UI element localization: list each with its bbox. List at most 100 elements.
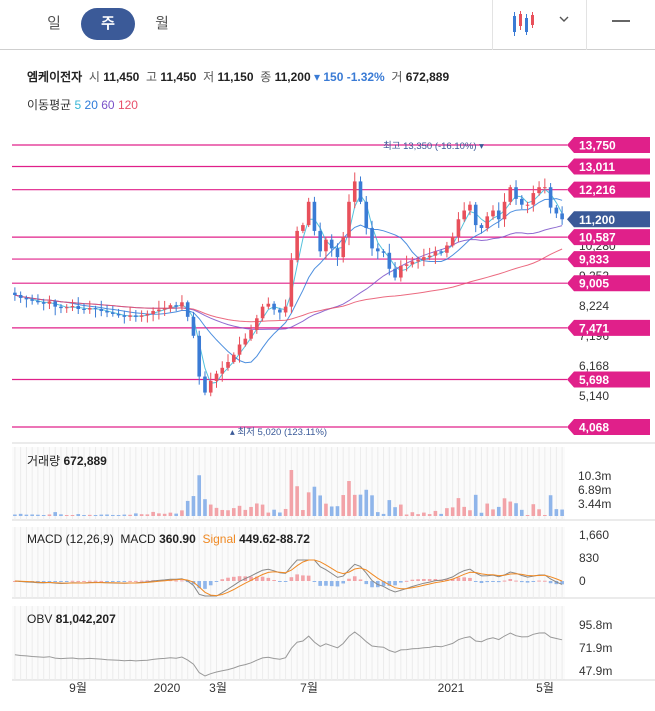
volume-bar [18,513,23,516]
volume-bar [185,500,190,516]
volume-bar [53,512,58,516]
candle-body [226,361,230,368]
volume-bar [427,514,432,516]
macd-histogram-bar [519,581,524,583]
macd-histogram-bar [531,581,536,582]
candle-body [416,260,420,262]
macd-histogram-bar [508,579,513,581]
tab-daily[interactable]: 일 [47,15,61,32]
volume-bar [537,509,541,516]
volume-bar [151,511,155,516]
candle-body [139,315,144,317]
volume-bar [370,495,374,516]
candle-body [278,309,282,313]
candle-body [249,329,253,339]
candle-body [352,181,357,202]
macd-histogram-bar [473,581,478,582]
volume-bar [399,504,403,516]
candle-body [491,210,495,217]
volume-pane-value: 672,889 [63,454,107,468]
macd-histogram-bar [208,581,213,586]
volume-bar [318,495,322,516]
menu-icon [612,20,630,22]
macd-histogram-bar [301,575,305,581]
volume-bar [422,512,426,516]
volume-bar [87,514,92,516]
macd-histogram-bar [237,576,242,581]
tab-monthly[interactable]: 월 [155,15,169,32]
volume-bar [416,514,420,516]
candle-body [260,306,265,319]
macd-histogram-bar [99,580,104,582]
candle-body [30,299,34,301]
macd-histogram-bar [502,580,507,582]
candle-body [387,252,392,269]
volume-bar [174,513,178,516]
candle-body [53,301,58,307]
volume-bar [30,514,34,516]
volume-bar [197,475,202,516]
volume-axis-label: 10.3m [578,469,611,483]
volume-bar [214,507,219,516]
price-tag-label: 13,750 [579,139,616,153]
high-annotation: 최고 13,350 (-16.10%) ▾ [383,141,484,152]
volume-bar [531,504,536,516]
candle-body [70,306,75,308]
candle-body [185,302,190,317]
macd-histogram-bar [358,579,363,581]
macd-histogram-bar [174,580,178,582]
candle-body [479,225,484,229]
candle-body [151,311,155,314]
macd-histogram-bar [416,579,420,581]
candle-body [485,216,490,229]
candle-body [306,201,311,226]
chart-type-button[interactable] [492,0,587,50]
candle-body [162,308,167,310]
macd-histogram-bar [203,581,207,589]
candle-body [410,261,415,265]
price-tag-label: 4,068 [579,421,609,435]
candle-body [427,255,432,258]
moving-average-line [14,188,563,384]
volume-bar [47,514,52,516]
volume-bar [36,514,40,516]
macd-histogram-bar [404,580,409,582]
price-axis-label: 6,168 [579,359,609,373]
macd-histogram-bar [255,576,259,581]
tab-weekly[interactable]: 주 [81,8,135,40]
price-tag-current [567,211,650,228]
macd-histogram-bar [318,581,322,586]
volume-bar [278,512,282,516]
price-axis-label: 5,140 [579,389,609,403]
obv-line [14,631,563,677]
volume-bar [139,514,144,516]
volume-bar [404,514,409,516]
obv-axis-label: 95.8m [579,618,612,632]
candle-body [13,292,17,295]
pane-2-background [12,527,565,598]
macd-histogram-bar [82,580,86,582]
macd-histogram-bar [324,581,328,586]
candle-body [404,264,409,266]
candle-body [255,318,259,330]
candle-body [525,204,530,206]
volume-bar [439,513,443,516]
menu-button[interactable] [600,0,655,50]
price-tag-tag [567,371,650,388]
price-tag-label: 7,471 [579,321,609,335]
macd-axis-label: 0 [579,574,586,588]
candle-body [36,300,40,303]
volume-bar [116,515,121,516]
period-tab-bar: 일 주 월 [0,0,655,50]
volume-bar [347,481,351,516]
volume-bar [180,510,184,516]
candle-body [180,302,184,307]
obv-axis-label: 47.9m [579,664,612,678]
volume-bar [306,492,311,516]
candle-body [289,260,294,307]
volume-bar [456,498,461,516]
candle-body [197,335,202,377]
macd-histogram-bar [548,581,553,584]
macd-histogram-bar [272,580,276,582]
